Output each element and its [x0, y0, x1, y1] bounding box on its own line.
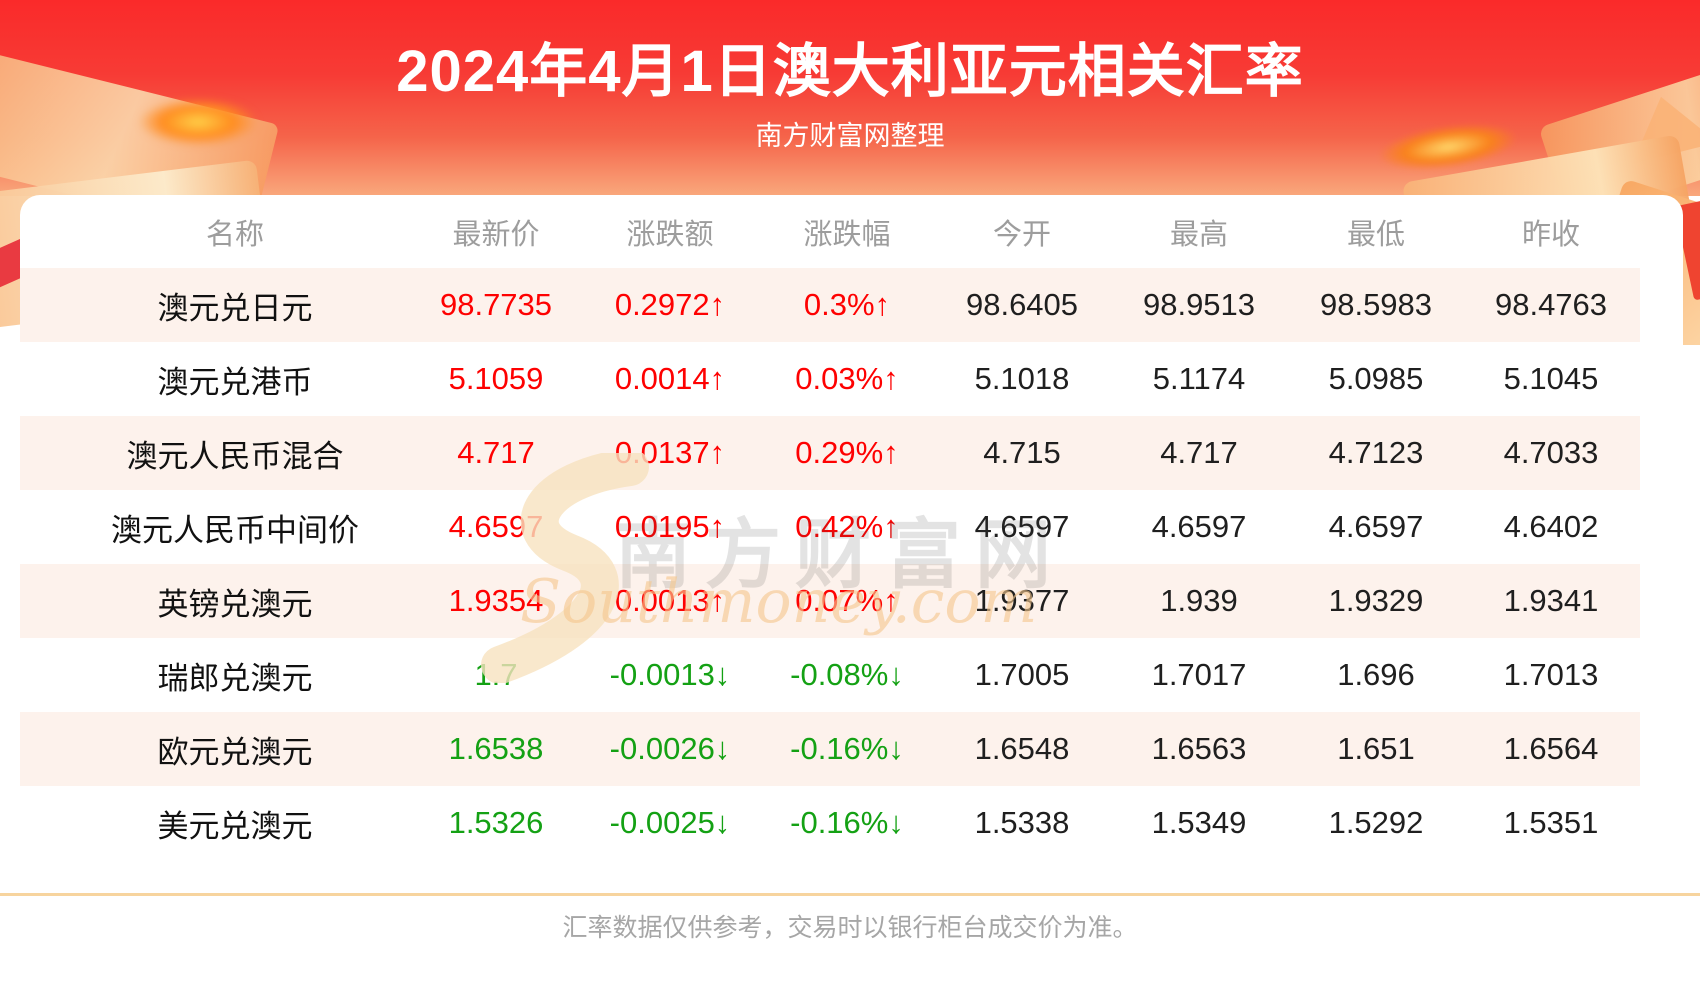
table-row: 澳元兑港币 5.1059 0.0014↑ 0.03%↑ 5.1018 5.117… [20, 342, 1640, 416]
prev-close-cell: 1.9341 [1503, 583, 1599, 618]
table-row: 瑞郎兑澳元 1.7 -0.0013↓ -0.08%↓ 1.7005 1.7017… [20, 638, 1640, 712]
low-cell: 4.7123 [1328, 435, 1424, 470]
pair-name-cell: 澳元兑日元 [157, 290, 313, 326]
column-header-change-pct: 涨跌幅 [803, 218, 891, 251]
change-amount-cell: 0.0195↑ [614, 509, 726, 544]
table-row: 澳元人民币中间价 4.6597 0.0195↑ 0.42%↑ 4.6597 4.… [20, 490, 1640, 564]
footer-divider [0, 893, 1700, 896]
pair-name-cell: 瑞郎兑澳元 [157, 660, 313, 696]
table-row: 澳元兑日元 98.7735 0.2972↑ 0.3%↑ 98.6405 98.9… [20, 268, 1640, 342]
prev-close-cell: 98.4763 [1494, 287, 1608, 322]
open-cell: 1.6548 [974, 731, 1070, 766]
low-cell: 1.5292 [1328, 805, 1424, 840]
open-cell: 1.5338 [974, 805, 1070, 840]
high-cell: 1.7017 [1151, 657, 1247, 692]
change-amount-cell: 0.2972↑ [614, 287, 726, 322]
high-cell: 1.6563 [1151, 731, 1247, 766]
change-percent-cell: -0.08%↓ [790, 657, 904, 692]
pair-name-cell: 澳元人民币混合 [126, 438, 344, 474]
latest-price-cell: 1.7 [474, 657, 518, 692]
pair-name-cell: 美元兑澳元 [157, 808, 313, 844]
latest-price-cell: 4.717 [457, 435, 535, 470]
rates-table-body: 澳元兑日元 98.7735 0.2972↑ 0.3%↑ 98.6405 98.9… [20, 268, 1640, 860]
latest-price-cell: 1.9354 [448, 583, 544, 618]
column-header-high: 最高 [1169, 218, 1228, 251]
change-amount-cell: 0.0014↑ [614, 361, 726, 396]
change-amount-cell: 0.0137↑ [614, 435, 726, 470]
high-cell: 98.9513 [1142, 287, 1256, 322]
rates-table-wrap: 名称 最新价 涨跌额 涨跌幅 今开 最高 最低 昨收 澳元兑日元 98.7735… [20, 195, 1683, 860]
low-cell: 1.9329 [1328, 583, 1424, 618]
open-cell: 98.6405 [965, 287, 1079, 322]
change-percent-cell: 0.29%↑ [795, 435, 899, 470]
prev-close-cell: 4.6402 [1503, 509, 1599, 544]
column-header-name: 名称 [205, 218, 264, 251]
pair-name-cell: 澳元人民币中间价 [111, 512, 359, 548]
prev-close-cell: 1.5351 [1503, 805, 1599, 840]
change-percent-cell: 0.42%↑ [795, 509, 899, 544]
open-cell: 5.1018 [974, 361, 1070, 396]
open-cell: 1.9377 [974, 583, 1070, 618]
low-cell: 5.0985 [1328, 361, 1424, 396]
prev-close-cell: 1.7013 [1503, 657, 1599, 692]
change-amount-cell: -0.0026↓ [609, 731, 731, 766]
low-cell: 98.5983 [1319, 287, 1433, 322]
rates-card: 名称 最新价 涨跌额 涨跌幅 今开 最高 最低 昨收 澳元兑日元 98.7735… [20, 195, 1683, 860]
open-cell: 4.715 [983, 435, 1061, 470]
column-header-latest: 最新价 [452, 218, 540, 251]
change-percent-cell: -0.16%↓ [790, 731, 904, 766]
column-header-prev-close: 昨收 [1521, 218, 1580, 251]
table-header-row: 名称 最新价 涨跌额 涨跌幅 今开 最高 最低 昨收 [20, 195, 1640, 268]
column-header-change: 涨跌额 [626, 218, 714, 251]
high-cell: 1.939 [1160, 583, 1238, 618]
pair-name-cell: 英镑兑澳元 [157, 586, 313, 622]
change-amount-cell: -0.0025↓ [609, 805, 731, 840]
change-percent-cell: 0.03%↑ [795, 361, 899, 396]
high-cell: 4.6597 [1151, 509, 1247, 544]
low-cell: 1.696 [1337, 657, 1415, 692]
open-cell: 1.7005 [974, 657, 1070, 692]
pair-name-cell: 澳元兑港币 [157, 364, 313, 400]
high-cell: 5.1174 [1152, 361, 1246, 396]
rates-table: 名称 最新价 涨跌额 涨跌幅 今开 最高 最低 昨收 澳元兑日元 98.7735… [20, 195, 1640, 860]
pair-name-cell: 欧元兑澳元 [157, 734, 313, 770]
table-row: 美元兑澳元 1.5326 -0.0025↓ -0.16%↓ 1.5338 1.5… [20, 786, 1640, 860]
prev-close-cell: 1.6564 [1503, 731, 1599, 766]
table-row: 澳元人民币混合 4.717 0.0137↑ 0.29%↑ 4.715 4.717… [20, 416, 1640, 490]
page-subtitle: 南方财富网整理 [755, 121, 945, 151]
change-amount-cell: -0.0013↓ [609, 657, 731, 692]
latest-price-cell: 5.1059 [448, 361, 544, 396]
change-percent-cell: -0.16%↓ [790, 805, 904, 840]
disclaimer-text: 汇率数据仅供参考，交易时以银行柜台成交价为准。 [562, 914, 1138, 942]
table-row: 欧元兑澳元 1.6538 -0.0026↓ -0.16%↓ 1.6548 1.6… [20, 712, 1640, 786]
page-title: 2024年4月1日澳大利亚元相关汇率 [396, 39, 1304, 104]
open-cell: 4.6597 [974, 509, 1070, 544]
low-cell: 1.651 [1337, 731, 1415, 766]
latest-price-cell: 1.5326 [448, 805, 544, 840]
latest-price-cell: 1.6538 [448, 731, 544, 766]
latest-price-cell: 98.7735 [439, 287, 553, 322]
change-amount-cell: 0.0013↑ [614, 583, 726, 618]
prev-close-cell: 4.7033 [1503, 435, 1599, 470]
high-cell: 1.5349 [1151, 805, 1247, 840]
change-percent-cell: 0.07%↑ [795, 583, 899, 618]
prev-close-cell: 5.1045 [1503, 361, 1599, 396]
latest-price-cell: 4.6597 [448, 509, 544, 544]
column-header-low: 最低 [1346, 218, 1405, 251]
column-header-open: 今开 [992, 218, 1051, 251]
high-cell: 4.717 [1160, 435, 1238, 470]
low-cell: 4.6597 [1328, 509, 1424, 544]
table-row: 英镑兑澳元 1.9354 0.0013↑ 0.07%↑ 1.9377 1.939… [20, 564, 1640, 638]
change-percent-cell: 0.3%↑ [803, 287, 891, 322]
